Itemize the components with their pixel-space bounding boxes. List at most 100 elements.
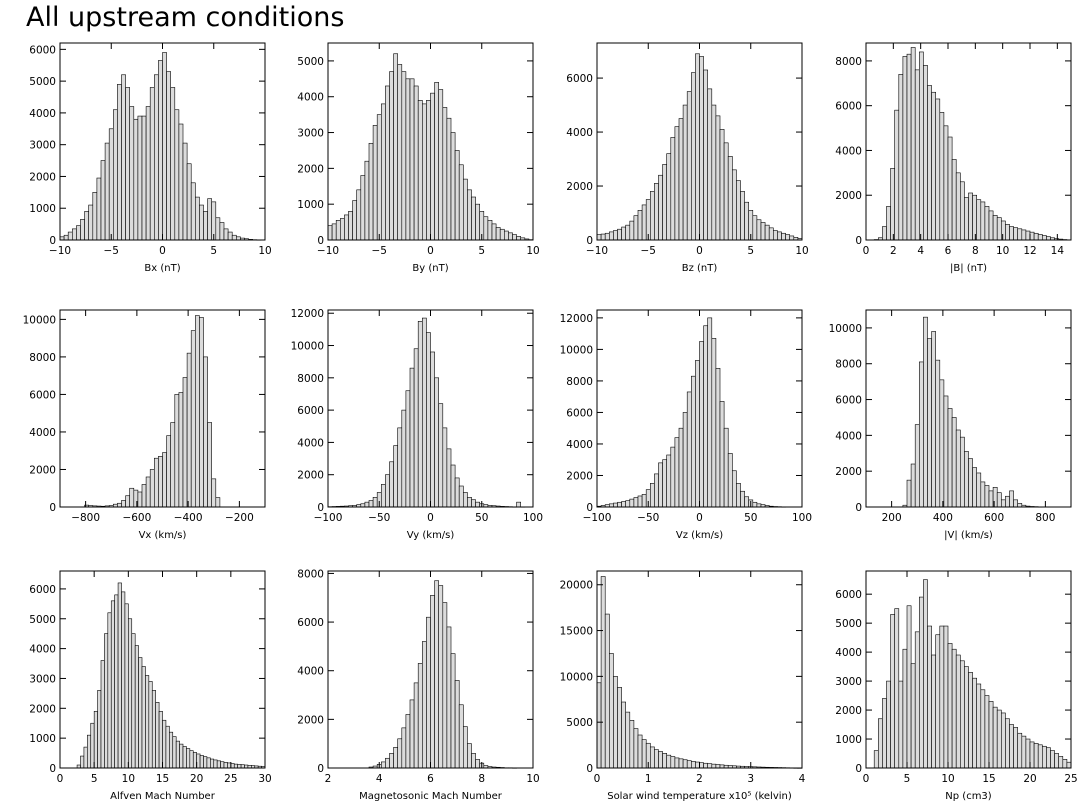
histogram-bar: [454, 150, 460, 241]
histogram-bar: [633, 497, 639, 508]
y-tick-label: 15000: [560, 626, 593, 638]
x-tick-label: −5: [372, 245, 387, 257]
histogram-bar: [910, 47, 916, 241]
histogram-bar: [894, 109, 900, 241]
y-tick-label: 4000: [29, 427, 56, 439]
histogram-bar: [600, 233, 606, 241]
histogram-bar: [1054, 753, 1059, 769]
y-tick-label: 5000: [835, 618, 862, 630]
y-tick-label: 2000: [29, 703, 56, 715]
y-tick-label: 0: [586, 763, 593, 775]
x-tick-label: 30: [258, 773, 271, 785]
histogram-bar: [918, 51, 924, 241]
histogram-bar: [230, 763, 235, 769]
y-tick-label: 8000: [29, 352, 56, 364]
histogram-bar: [988, 490, 994, 508]
histogram-bar: [984, 206, 990, 241]
y-tick-label: 20000: [560, 580, 593, 592]
histogram-bar: [890, 614, 895, 769]
histogram-bar: [690, 761, 696, 769]
histogram-bar: [190, 330, 196, 508]
histogram-bar: [178, 123, 184, 241]
histogram-bar: [740, 490, 745, 508]
histogram-bar: [233, 763, 238, 769]
histogram-bar: [613, 676, 618, 769]
y-tick-label: 12000: [291, 308, 324, 320]
histogram-bar: [914, 424, 920, 508]
histogram-bar: [97, 690, 102, 769]
histogram-bar: [121, 74, 126, 241]
histogram-bar: [918, 361, 924, 508]
histogram-bar: [516, 236, 521, 241]
y-tick-label: 6000: [835, 101, 862, 113]
histogram-bar: [703, 69, 708, 241]
histogram-bar: [711, 338, 717, 508]
histogram-bar: [777, 231, 782, 241]
x-axis-label: Magnetosonic Mach Number: [359, 791, 503, 802]
histogram-bar: [1005, 718, 1010, 769]
histogram-bar: [125, 87, 130, 241]
histogram-bar: [939, 379, 945, 508]
histogram-bar: [352, 200, 358, 241]
y-tick-label: 5000: [29, 76, 56, 88]
histogram-bar: [666, 754, 672, 769]
histogram-bar: [695, 53, 700, 241]
histogram-bar: [133, 118, 139, 241]
histogram-bar: [141, 484, 147, 508]
y-tick-label: 4000: [297, 437, 324, 449]
histogram-bar: [789, 235, 795, 241]
histogram-bar: [935, 634, 941, 769]
histogram-bar: [1029, 741, 1035, 769]
histogram-bar: [380, 103, 386, 241]
x-tick-label: −50: [637, 512, 659, 524]
histogram-bar: [162, 452, 167, 508]
histogram-bar: [772, 230, 778, 241]
histogram-bar: [943, 395, 949, 508]
x-tick-label: 0: [427, 512, 434, 524]
histogram-bar: [131, 633, 136, 769]
histogram-bar: [968, 192, 973, 241]
histogram-bar: [760, 222, 766, 241]
histogram-bar: [227, 762, 232, 769]
histogram-bar: [339, 218, 345, 241]
histogram-bar: [682, 104, 688, 241]
histogram-bar: [458, 164, 464, 241]
histogram-bar: [1017, 732, 1023, 769]
histogram-bar: [467, 743, 472, 769]
histogram-bar: [910, 663, 916, 769]
histogram-bar: [110, 600, 115, 769]
histogram-bar: [670, 446, 676, 508]
histogram-bar: [984, 485, 990, 508]
histogram-bar: [145, 106, 151, 241]
histogram-bar: [203, 756, 208, 769]
histogram-bar: [87, 734, 92, 769]
histogram-bar: [405, 78, 411, 241]
histogram-bar: [174, 394, 180, 508]
histogram-bar: [658, 174, 663, 241]
histogram-bar: [348, 211, 353, 241]
y-tick-label: 6000: [297, 405, 324, 417]
histogram-bar: [882, 226, 887, 241]
histogram-bar: [430, 92, 435, 241]
histogram-bar: [976, 683, 982, 769]
histogram-panel-6: 0 2000 4000 6000 8000 10000 12000 −100 −50 0 50 100…: [560, 309, 812, 541]
histogram-bar: [629, 720, 635, 769]
y-tick-label: 10000: [23, 314, 56, 326]
y-tick-label: 6000: [297, 617, 324, 629]
histogram-bar: [955, 172, 961, 241]
x-axis-label: Solar wind temperature x10⁵ (kelvin): [607, 791, 792, 802]
histogram-bar: [372, 125, 378, 241]
histogram-bar: [389, 71, 394, 241]
histogram-bar: [409, 367, 415, 508]
histogram-bar: [72, 228, 77, 241]
y-tick-label: 6000: [566, 407, 593, 419]
histogram-bar: [145, 675, 150, 769]
histogram-bar: [462, 726, 468, 769]
histogram-bar: [641, 204, 647, 241]
x-tick-label: 4: [799, 773, 806, 785]
histogram-bar: [906, 53, 912, 241]
histogram-bar: [434, 580, 440, 769]
x-tick-label: 400: [933, 512, 953, 524]
x-tick-label: 20: [190, 773, 203, 785]
histogram-bar: [898, 680, 904, 769]
